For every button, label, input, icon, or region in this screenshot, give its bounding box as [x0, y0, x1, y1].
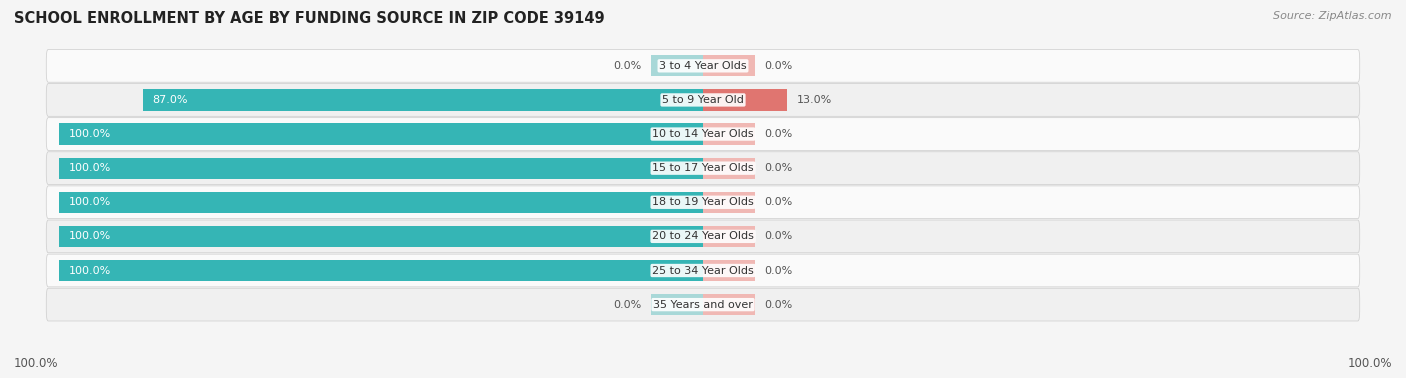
Text: 13.0%: 13.0% — [796, 95, 831, 105]
Bar — [703, 124, 755, 145]
Text: 0.0%: 0.0% — [613, 61, 641, 71]
FancyBboxPatch shape — [46, 50, 1360, 82]
FancyBboxPatch shape — [46, 220, 1360, 253]
Bar — [703, 294, 755, 315]
Text: 5 to 9 Year Old: 5 to 9 Year Old — [662, 95, 744, 105]
Text: 0.0%: 0.0% — [765, 265, 793, 276]
Text: 100.0%: 100.0% — [14, 358, 59, 370]
Text: 15 to 17 Year Olds: 15 to 17 Year Olds — [652, 163, 754, 173]
FancyBboxPatch shape — [46, 118, 1360, 150]
Bar — [59, 124, 703, 145]
Text: Source: ZipAtlas.com: Source: ZipAtlas.com — [1274, 11, 1392, 21]
Text: 87.0%: 87.0% — [152, 95, 188, 105]
Bar — [651, 55, 703, 76]
Bar — [59, 158, 703, 179]
Bar — [651, 294, 703, 315]
Text: 20 to 24 Year Olds: 20 to 24 Year Olds — [652, 231, 754, 242]
Bar — [703, 192, 755, 213]
Text: 0.0%: 0.0% — [765, 163, 793, 173]
FancyBboxPatch shape — [46, 152, 1360, 184]
Bar — [59, 226, 703, 247]
Text: 0.0%: 0.0% — [613, 300, 641, 310]
Text: 100.0%: 100.0% — [69, 231, 111, 242]
Text: 100.0%: 100.0% — [69, 265, 111, 276]
Legend: Public School, Private School: Public School, Private School — [589, 375, 817, 378]
Text: 35 Years and over: 35 Years and over — [652, 300, 754, 310]
FancyBboxPatch shape — [46, 186, 1360, 218]
Text: 0.0%: 0.0% — [765, 300, 793, 310]
FancyBboxPatch shape — [46, 254, 1360, 287]
Text: 0.0%: 0.0% — [765, 231, 793, 242]
Bar — [703, 226, 755, 247]
Text: 0.0%: 0.0% — [765, 129, 793, 139]
Text: SCHOOL ENROLLMENT BY AGE BY FUNDING SOURCE IN ZIP CODE 39149: SCHOOL ENROLLMENT BY AGE BY FUNDING SOUR… — [14, 11, 605, 26]
Bar — [703, 260, 755, 281]
Bar — [59, 192, 703, 213]
Text: 18 to 19 Year Olds: 18 to 19 Year Olds — [652, 197, 754, 207]
Bar — [703, 158, 755, 179]
Text: 10 to 14 Year Olds: 10 to 14 Year Olds — [652, 129, 754, 139]
Bar — [143, 89, 703, 110]
FancyBboxPatch shape — [46, 288, 1360, 321]
Bar — [703, 55, 755, 76]
FancyBboxPatch shape — [46, 84, 1360, 116]
Bar — [703, 89, 787, 110]
Bar — [59, 260, 703, 281]
Text: 100.0%: 100.0% — [1347, 358, 1392, 370]
Text: 25 to 34 Year Olds: 25 to 34 Year Olds — [652, 265, 754, 276]
Text: 100.0%: 100.0% — [69, 129, 111, 139]
Text: 3 to 4 Year Olds: 3 to 4 Year Olds — [659, 61, 747, 71]
Text: 0.0%: 0.0% — [765, 197, 793, 207]
Text: 0.0%: 0.0% — [765, 61, 793, 71]
Text: 100.0%: 100.0% — [69, 163, 111, 173]
Text: 100.0%: 100.0% — [69, 197, 111, 207]
